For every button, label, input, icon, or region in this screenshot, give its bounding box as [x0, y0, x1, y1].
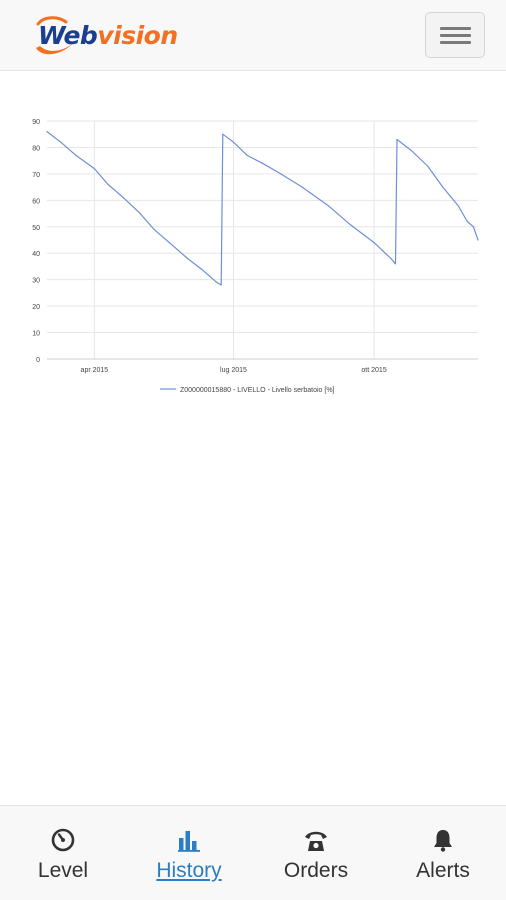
series-point: [373, 242, 375, 244]
nav-label-orders: Orders: [283, 859, 349, 882]
x-tick-label: ott 2015: [361, 367, 386, 374]
series-point: [153, 228, 155, 230]
logo-swoosh-icon: [36, 16, 74, 55]
series-point: [168, 242, 170, 244]
hamburger-menu-icon: [440, 27, 471, 30]
series-point: [60, 141, 62, 143]
series-point: [261, 162, 264, 164]
series-point: [427, 165, 429, 167]
gauge-icon: [51, 828, 75, 852]
bell-icon: [434, 830, 452, 852]
y-tick-label: 90: [32, 119, 40, 126]
y-tick-label: 40: [32, 251, 40, 258]
series-point: [122, 197, 124, 199]
phone-icon: [305, 831, 327, 851]
y-tick-label: 70: [32, 172, 40, 179]
series-point: [394, 263, 397, 265]
series-point: [75, 154, 77, 156]
menu-toggle-button[interactable]: [425, 12, 485, 58]
series-point: [442, 186, 444, 188]
x-tick-label: lug 2015: [220, 367, 247, 374]
hamburger-menu-icon-middle: [440, 34, 471, 37]
y-tick-label: 60: [32, 198, 40, 205]
y-tick-label: 80: [32, 145, 40, 152]
series-point: [232, 141, 235, 143]
y-tick-label: 10: [32, 331, 40, 338]
y-tick-label: 0: [36, 357, 40, 364]
logo-text-vision: vision: [97, 21, 178, 50]
nav-item-level[interactable]: Level: [0, 806, 126, 900]
x-tick-label: apr 2015: [81, 367, 109, 374]
series-line: [46, 131, 479, 286]
series-point: [466, 220, 468, 223]
bar-chart-icon: [178, 831, 200, 852]
series-point: [301, 186, 303, 188]
nav-label-alerts: Alerts: [416, 859, 470, 882]
nav-item-alerts[interactable]: Alerts: [380, 806, 506, 900]
series-point: [410, 149, 412, 151]
series-point: [280, 173, 282, 175]
series-point: [349, 223, 351, 225]
series-point: [93, 168, 95, 170]
series-point: [46, 131, 48, 133]
series-point: [472, 226, 474, 228]
series-point: [216, 281, 218, 283]
series-point: [396, 138, 398, 141]
series-point: [477, 239, 479, 241]
nav-label-history: History: [156, 859, 222, 882]
series-point: [327, 205, 329, 207]
legend-label: Z000000015880 - LIVELLO - Livello serbat…: [180, 387, 335, 394]
y-tick-label: 50: [32, 225, 40, 232]
series-point: [200, 268, 202, 270]
logo-text-web: Web: [38, 21, 98, 50]
nav-label-level: Level: [37, 859, 89, 882]
hamburger-menu-icon-bottom: [440, 41, 471, 44]
nav-item-history[interactable]: History: [126, 806, 252, 900]
series-point: [390, 257, 392, 260]
nav-item-orders[interactable]: Orders: [253, 806, 379, 900]
bottom-navigation: Level History Orders Alerts: [0, 805, 506, 900]
series-point: [457, 205, 459, 207]
history-chart-svg: 0 10 20 30 40 50 60 70 80 90 apr 2015 lug 2015 ott 2…: [32, 119, 479, 394]
series-point: [139, 213, 141, 215]
y-tick-label: 20: [32, 304, 40, 311]
series-point: [246, 154, 248, 156]
series-point: [220, 284, 222, 286]
app-header: Webvision: [0, 0, 506, 71]
series-point: [222, 133, 224, 135]
webvision-logo[interactable]: Webvision: [32, 12, 182, 58]
series-point: [107, 183, 109, 186]
y-tick-label: 30: [32, 278, 40, 285]
series-point: [187, 257, 189, 260]
logo-text: Webvision: [38, 21, 178, 51]
history-chart: 0 10 20 30 40 50 60 70 80 90 apr 2015 lug 2015 ott 2…: [0, 100, 506, 410]
